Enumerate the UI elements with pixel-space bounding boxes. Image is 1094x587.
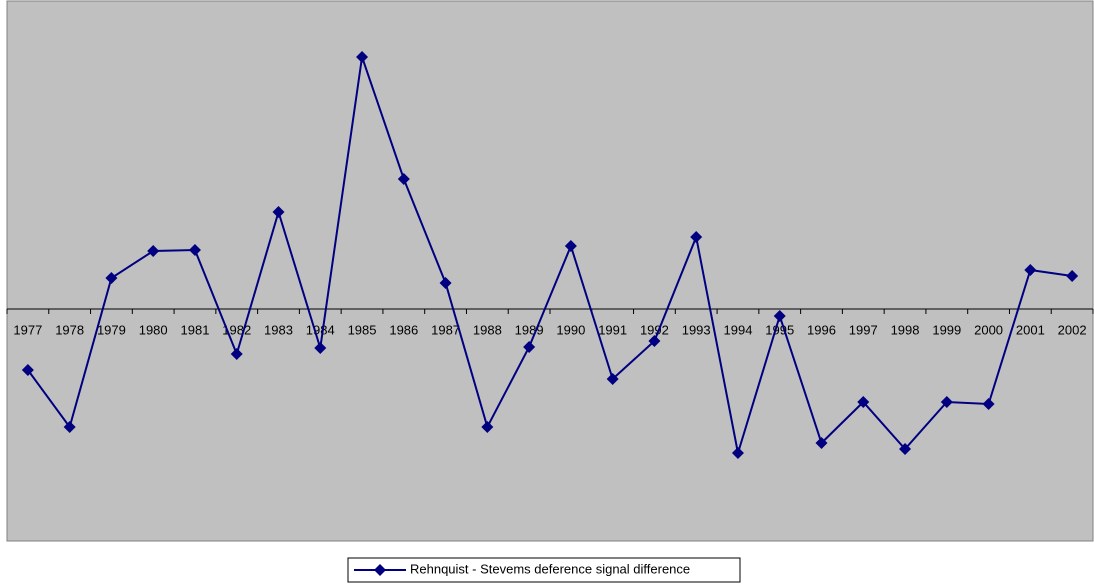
marker bbox=[940, 396, 953, 408]
legend-box bbox=[347, 557, 741, 583]
x-tick-label: 1996 bbox=[807, 322, 836, 337]
x-tick-label: 1998 bbox=[891, 322, 920, 337]
x-tick-label: 1984 bbox=[306, 322, 335, 337]
x-tick-label: 1987 bbox=[431, 322, 460, 337]
marker bbox=[272, 206, 285, 218]
x-tick-label: 1989 bbox=[515, 322, 544, 337]
x-tick-label: 1995 bbox=[765, 322, 794, 337]
x-tick-label: 1999 bbox=[932, 322, 961, 337]
x-tick-label: 1991 bbox=[598, 322, 627, 337]
marker bbox=[230, 348, 243, 360]
legend-label: Rehnquist - Stevems deference signal dif… bbox=[410, 561, 690, 576]
marker bbox=[1066, 270, 1079, 282]
x-tick-label: 1979 bbox=[97, 322, 126, 337]
plot-area bbox=[6, 0, 1094, 542]
x-tick-label: 1986 bbox=[389, 322, 418, 337]
marker bbox=[481, 421, 494, 433]
x-tick-label: 1980 bbox=[139, 322, 168, 337]
x-tick-label: 1992 bbox=[640, 322, 669, 337]
marker bbox=[731, 447, 744, 459]
marker bbox=[21, 364, 34, 376]
x-tick-label: 1990 bbox=[556, 322, 585, 337]
marker bbox=[564, 240, 577, 252]
x-tick-label: 2001 bbox=[1016, 322, 1045, 337]
x-tick-label: 1997 bbox=[849, 322, 878, 337]
x-tick-label: 1993 bbox=[682, 322, 711, 337]
marker bbox=[1024, 264, 1037, 276]
x-tick-label: 1981 bbox=[181, 322, 210, 337]
marker bbox=[397, 173, 410, 185]
marker bbox=[606, 373, 619, 385]
marker bbox=[63, 421, 76, 433]
marker bbox=[314, 342, 327, 354]
marker bbox=[690, 231, 703, 243]
marker bbox=[773, 310, 786, 322]
marker bbox=[899, 443, 912, 455]
marker bbox=[105, 272, 118, 284]
x-tick-label: 2002 bbox=[1058, 322, 1087, 337]
marker bbox=[857, 396, 870, 408]
marker bbox=[439, 277, 452, 289]
x-tick-label: 1988 bbox=[473, 322, 502, 337]
legend-marker bbox=[374, 564, 386, 576]
marker bbox=[523, 341, 536, 353]
marker bbox=[815, 437, 828, 449]
marker bbox=[982, 398, 995, 410]
x-tick-label: 1978 bbox=[55, 322, 84, 337]
marker bbox=[188, 244, 201, 256]
x-tick-label: 2000 bbox=[974, 322, 1003, 337]
x-tick-label: 1983 bbox=[264, 322, 293, 337]
x-tick-label: 1994 bbox=[724, 322, 753, 337]
marker bbox=[648, 335, 661, 347]
series-line bbox=[27, 56, 1073, 454]
x-tick-label: 1977 bbox=[13, 322, 42, 337]
marker bbox=[147, 245, 160, 257]
marker bbox=[356, 51, 369, 63]
x-tick-label: 1985 bbox=[348, 322, 377, 337]
